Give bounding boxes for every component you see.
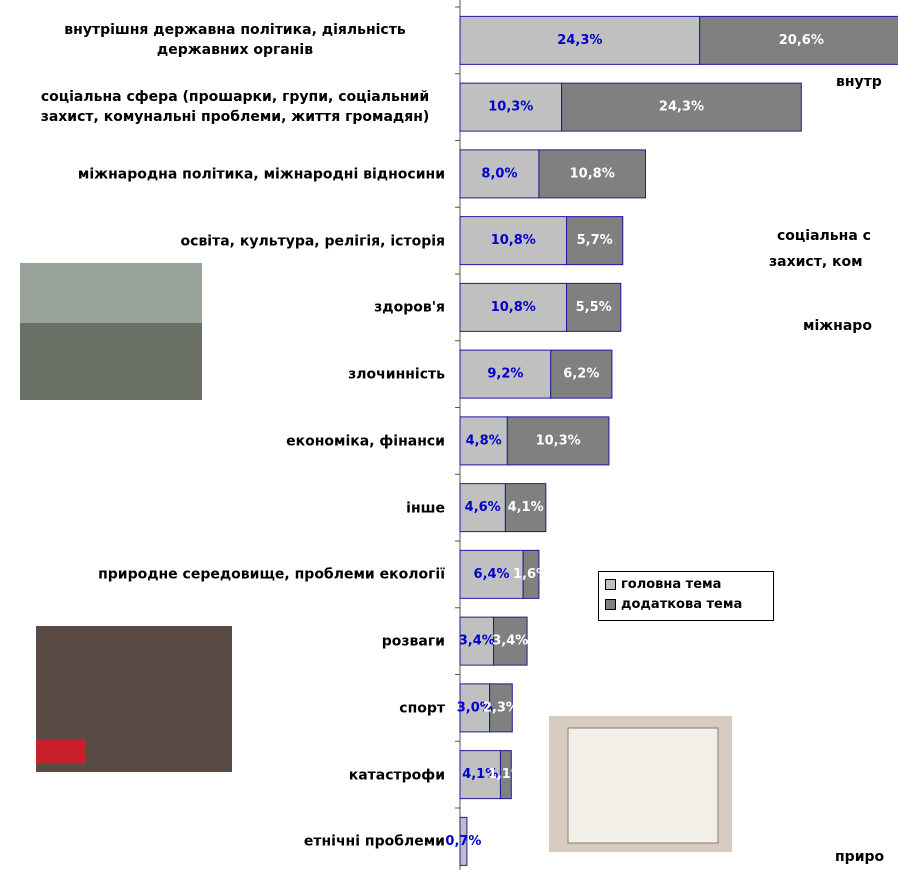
value-label: 4,6% (465, 500, 501, 515)
value-label: 10,8% (491, 233, 536, 248)
category-label: внутрішня державна політика, діяльність … (0, 20, 445, 60)
bar-segment (459, 549, 524, 599)
category-label: здоров'я (0, 297, 445, 318)
category-text: розваги (381, 633, 445, 650)
value-label: 4,1% (462, 767, 498, 782)
value-label: 10,8% (491, 300, 536, 315)
category-label: соціальна сфера (прошарки, групи, соціал… (0, 87, 445, 127)
value-label: 10,8% (570, 166, 615, 181)
annotation: внутр (836, 74, 882, 90)
category-text: природне середовище, проблеми екології (98, 566, 445, 583)
bar-segment (459, 282, 568, 332)
legend-item: додаткова тема (605, 594, 773, 614)
bar-segment (493, 616, 528, 666)
value-label: 1,6% (513, 567, 549, 582)
category-text: здоров'я (374, 299, 445, 316)
bar-segment (459, 750, 501, 800)
bar-segment (538, 149, 646, 199)
bar-segment (506, 416, 610, 466)
category-text: спорт (399, 700, 445, 717)
category-label: розваги (0, 631, 445, 652)
category-text: соціальна сфера (прошарки, групи, соціал… (40, 89, 430, 126)
photo-map (567, 727, 719, 844)
value-label: 6,2% (563, 367, 599, 382)
value-label: 5,5% (576, 300, 612, 315)
value-label: 0,7% (445, 834, 481, 849)
bar-segment (566, 216, 624, 266)
category-label: економіка, фінанси (0, 430, 445, 451)
bar-segment (459, 15, 701, 65)
bar-segment (459, 349, 552, 399)
category-text: етнічні проблеми (303, 833, 445, 850)
value-label: 3,0% (457, 700, 493, 715)
bar-segment (459, 216, 568, 266)
bar-segment (699, 15, 898, 65)
category-label: освіта, культура, релігія, історія (0, 230, 445, 251)
category-text: економіка, фінанси (286, 433, 445, 450)
category-label: спорт (0, 697, 445, 718)
category-text: катастрофи (348, 767, 445, 784)
value-label: 3,4% (459, 634, 495, 649)
value-label: 8,0% (481, 166, 517, 181)
category-label: катастрофи (0, 764, 445, 785)
photo-sky (20, 263, 202, 323)
category-text: освіта, культура, релігія, історія (180, 233, 445, 250)
bar-segment (489, 683, 513, 733)
value-label: 24,3% (659, 100, 704, 115)
legend-swatch (605, 578, 616, 590)
bar-segment (459, 816, 468, 866)
category-label: міжнародна політика, міжнародні відносин… (0, 163, 445, 184)
category-label: інше (0, 497, 445, 518)
annotation: міжнаро (803, 318, 872, 334)
value-label: 4,8% (466, 433, 502, 448)
value-label: 10,3% (488, 100, 533, 115)
value-label: 9,2% (487, 367, 523, 382)
category-text: злочинність (348, 366, 445, 383)
value-label: 3,4% (492, 634, 528, 649)
bar-segment (522, 549, 540, 599)
bar-segment (459, 82, 563, 132)
bar-segment (550, 349, 613, 399)
legend-text: головна тема (621, 576, 722, 592)
bar-segment (504, 483, 547, 533)
value-label: 4,1% (508, 500, 544, 515)
category-label: злочинність (0, 364, 445, 385)
value-label: 6,4% (474, 567, 510, 582)
legend-text: додаткова тема (621, 596, 743, 612)
annotation: соціальна с (777, 228, 871, 244)
category-text: міжнародна політика, міжнародні відносин… (77, 166, 445, 183)
value-label: 24,3% (557, 33, 602, 48)
legend-item: головна тема (605, 574, 773, 594)
category-text: внутрішня державна політика, діяльність … (64, 22, 406, 59)
legend-swatch (605, 598, 616, 610)
bar-segment (566, 282, 622, 332)
category-label: природне середовище, проблеми екології (0, 564, 445, 585)
bar-segment (459, 416, 508, 466)
bar-segment (459, 616, 495, 666)
value-label: 10,3% (536, 433, 581, 448)
photo-logo (36, 740, 86, 764)
annotation: захист, ком (769, 254, 863, 270)
bar-segment (561, 82, 802, 132)
bar-segment (459, 483, 506, 533)
category-text: інше (406, 500, 445, 517)
annotation: приро (835, 849, 885, 865)
bar-segment (499, 750, 512, 800)
legend: головна тема додаткова тема (598, 571, 774, 621)
value-label: 5,7% (577, 233, 613, 248)
value-label: 20,6% (779, 33, 824, 48)
value-label: 1,1% (488, 767, 524, 782)
category-label: етнічні проблеми (0, 831, 445, 852)
value-label: 2,3% (483, 700, 519, 715)
